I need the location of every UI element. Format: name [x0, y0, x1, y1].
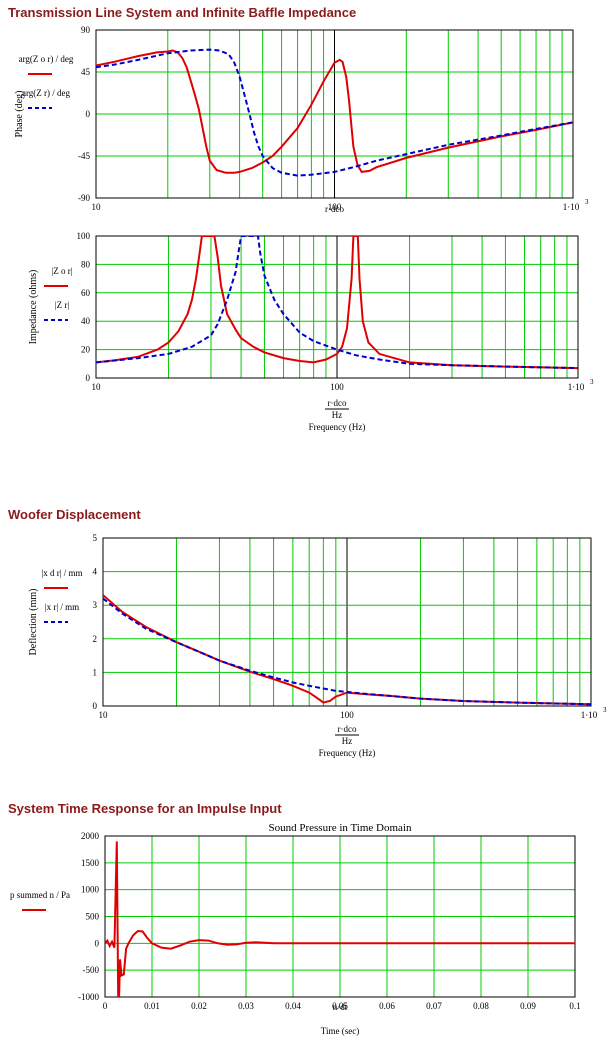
- x-tick-label: 0.06: [379, 1001, 395, 1011]
- x-tick-label: 0.03: [238, 1001, 254, 1011]
- x-tick-label: 0.02: [191, 1001, 207, 1011]
- x-tick-exponent: 3: [585, 198, 589, 206]
- series-line-2: [96, 48, 573, 177]
- y-tick-label: -500: [83, 965, 100, 975]
- series-line-2: [96, 236, 578, 370]
- series-line-1: [105, 841, 575, 997]
- x-axis-label: Frequency (Hz): [309, 422, 366, 432]
- y-tick-label: 80: [81, 259, 91, 269]
- y-tick-label: -45: [78, 151, 90, 161]
- x-tick-label: 1·10: [581, 710, 598, 720]
- x-tick-label: 0.09: [520, 1001, 536, 1011]
- legend-label: |Z o r|: [51, 266, 72, 276]
- x-axis-label: Time (sec): [321, 1026, 359, 1036]
- y-tick-label: 0: [95, 938, 100, 948]
- y-tick-label: 4: [93, 567, 98, 577]
- x-tick-label: 1·10: [568, 382, 585, 392]
- y-tick-label: 100: [77, 231, 91, 241]
- legend-label: |x d r| / mm: [41, 568, 82, 578]
- x-tick-label: 10: [92, 382, 102, 392]
- y-tick-label: -90: [78, 193, 90, 203]
- x-tick-label: 100: [340, 710, 354, 720]
- y-tick-label: 1500: [81, 858, 100, 868]
- x-tick-label: 100: [330, 382, 344, 392]
- plot-frame-1: [95, 29, 574, 199]
- series-line-2: [103, 597, 591, 706]
- x-tick-label: 1·10: [563, 202, 580, 212]
- y-tick-label: 90: [81, 25, 91, 35]
- x-tick-label: 0.04: [285, 1001, 301, 1011]
- y-tick-label: 40: [81, 316, 91, 326]
- x-tick-exponent: 3: [603, 706, 607, 714]
- y-tick-label: 1: [93, 667, 98, 677]
- x-axis-expression: r·dco: [328, 398, 347, 408]
- y-axis-label: Impedance (ohms): [28, 270, 39, 345]
- time-response-section-title: System Time Response for an Impulse Inpu…: [8, 801, 282, 816]
- y-tick-label: 20: [81, 345, 91, 355]
- legend-label: arg(Z r) / deg: [22, 88, 71, 98]
- legend-label: |Z r|: [55, 300, 70, 310]
- legend-label: |x r| / mm: [45, 602, 79, 612]
- x-axis-expression-unit: Hz: [342, 736, 353, 746]
- y-tick-label: 500: [86, 912, 100, 922]
- x-tick-label: 0.07: [426, 1001, 442, 1011]
- y-tick-label: 3: [93, 600, 98, 610]
- x-tick-exponent: 3: [590, 378, 594, 386]
- x-tick-label: 10: [99, 710, 109, 720]
- x-tick-label: 0.05: [332, 1001, 348, 1011]
- y-tick-label: 45: [81, 67, 91, 77]
- y-axis-label: Phase (deg): [14, 91, 25, 138]
- x-tick-label: 100: [328, 202, 342, 212]
- plot-frame-3: [102, 537, 592, 707]
- x-tick-label: 0.01: [144, 1001, 160, 1011]
- y-tick-label: 0: [93, 701, 98, 711]
- x-tick-label: 0.08: [473, 1001, 489, 1011]
- x-axis-expression: r·dco: [325, 204, 344, 214]
- legend-label: p summed n / Pa: [10, 890, 70, 900]
- series-line-1: [96, 49, 573, 174]
- series-line-1: [96, 236, 578, 370]
- x-axis-expression: n·dt: [333, 1002, 348, 1012]
- y-tick-label: 0: [86, 109, 91, 119]
- impedance-section-title: Transmission Line System and Infinite Ba…: [8, 5, 357, 20]
- y-axis-label: Deflection (mm): [28, 589, 39, 656]
- x-axis-expression-unit: Hz: [332, 410, 343, 420]
- y-tick-label: 5: [93, 533, 98, 543]
- x-axis-expression: r·dco: [338, 724, 357, 734]
- plot-frame-2: [95, 235, 579, 379]
- y-tick-label: 60: [81, 288, 91, 298]
- legend-label: arg(Z o r) / deg: [19, 54, 74, 64]
- plot-frame-4: [104, 835, 576, 998]
- y-tick-label: 2000: [81, 831, 100, 841]
- y-tick-label: 0: [86, 373, 91, 383]
- y-tick-label: 1000: [81, 885, 100, 895]
- x-tick-label: 0: [103, 1001, 108, 1011]
- displacement-section-title: Woofer Displacement: [8, 507, 141, 522]
- y-tick-label: -1000: [78, 992, 99, 1002]
- x-axis-label: Frequency (Hz): [319, 748, 376, 758]
- x-tick-label: 0.1: [569, 1001, 580, 1011]
- plot-title: Sound Pressure in Time Domain: [268, 822, 412, 834]
- x-tick-label: 10: [92, 202, 102, 212]
- y-tick-label: 2: [93, 634, 98, 644]
- series-line-1: [103, 594, 591, 706]
